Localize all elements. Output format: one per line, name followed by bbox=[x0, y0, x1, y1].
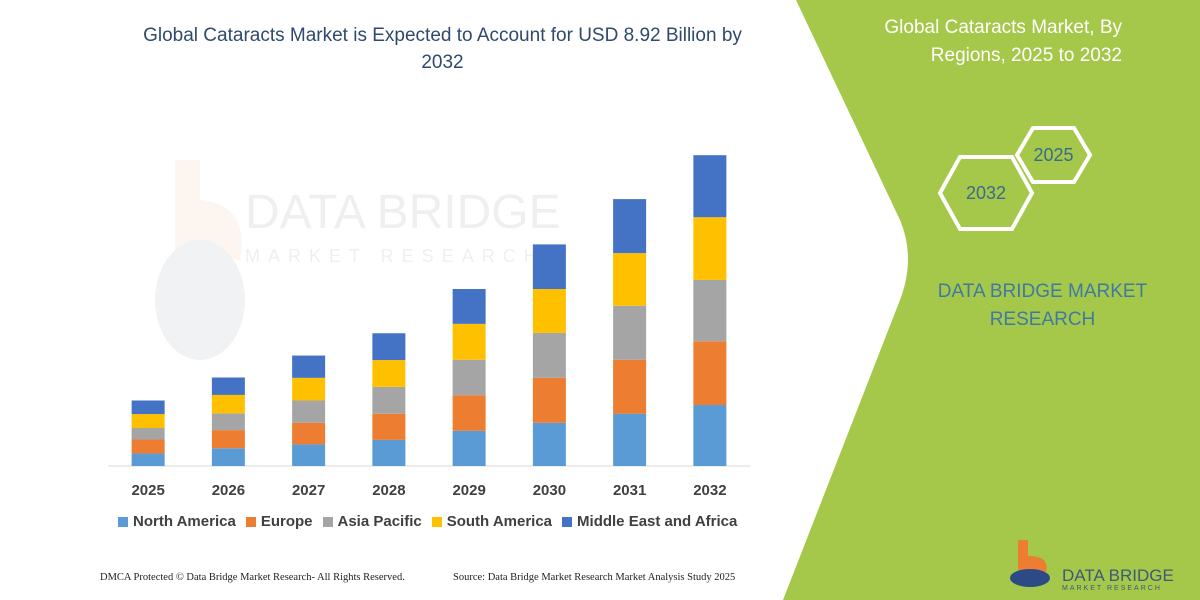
legend-label: Middle East and Africa bbox=[577, 513, 738, 530]
bar-segment-2030-middle-east-and-africa bbox=[532, 244, 566, 290]
legend-item: Middle East and Africa bbox=[562, 513, 737, 530]
legend-label: North America bbox=[133, 513, 236, 530]
bar-segment-2025-north-america bbox=[131, 453, 165, 466]
footer-logo-subtext: MARKET RESEARCH bbox=[1062, 585, 1162, 592]
bar-segment-2028-europe bbox=[372, 413, 406, 440]
bar-segment-2028-south-america bbox=[372, 360, 406, 387]
bar-segment-2031-north-america bbox=[613, 413, 647, 466]
legend-label: Asia Pacific bbox=[337, 513, 422, 530]
bar-segment-2032-europe bbox=[693, 341, 727, 406]
bar-segment-2029-north-america bbox=[452, 430, 486, 466]
bar-segment-2027-europe bbox=[292, 422, 326, 445]
svg-text:DATA BRIDGE: DATA BRIDGE bbox=[245, 186, 561, 239]
green-side-panel bbox=[783, 0, 1200, 600]
watermark-logo: DATA BRIDGE MARKET RESEARCH bbox=[155, 160, 561, 360]
bar-segment-2026-south-america bbox=[211, 394, 245, 414]
bar-segment-2032-middle-east-and-africa bbox=[693, 155, 727, 218]
bar-segment-2027-north-america bbox=[292, 444, 326, 466]
brand-text: DATA BRIDGE MARKET RESEARCH bbox=[937, 281, 1148, 330]
bar-segment-2029-south-america bbox=[452, 323, 486, 360]
bar-segment-2029-middle-east-and-africa bbox=[452, 289, 486, 324]
bar-segment-2030-asia-pacific bbox=[532, 332, 566, 378]
legend-swatch bbox=[245, 516, 256, 527]
bar-segment-2029-asia-pacific bbox=[452, 359, 486, 396]
hex-badge-2032-shape bbox=[937, 155, 1035, 231]
legend-item: Asia Pacific bbox=[322, 513, 422, 530]
bar-segment-2031-south-america bbox=[613, 253, 647, 306]
bar-segment-2025-middle-east-and-africa bbox=[131, 400, 165, 415]
bar-segment-2025-south-america bbox=[131, 414, 165, 429]
bar-segment-2026-north-america bbox=[211, 448, 245, 466]
legend-swatch bbox=[431, 516, 442, 527]
bar-segment-2029-europe bbox=[452, 395, 486, 431]
legend-label: South America bbox=[446, 513, 553, 530]
hex-badges bbox=[937, 126, 1093, 231]
legend-swatch bbox=[562, 516, 573, 527]
bar-segment-2028-asia-pacific bbox=[372, 386, 406, 414]
chart-title: Global Cataracts Market is Expected to A… bbox=[143, 25, 742, 73]
legend-item: Europe bbox=[245, 513, 313, 530]
bar-segment-2030-north-america bbox=[532, 422, 566, 466]
x-tick-label: 2031 bbox=[613, 482, 646, 499]
footer-logo-icon bbox=[1010, 540, 1050, 587]
hex-badge-2025-shape bbox=[1014, 126, 1093, 184]
stacked-bar-chart: 2025 2026 2027 2028 2029 2030 2031 2032 bbox=[108, 155, 750, 499]
bar-segment-2028-north-america bbox=[372, 439, 406, 466]
bar-segment-2027-south-america bbox=[292, 377, 326, 401]
bar-segment-2031-middle-east-and-africa bbox=[613, 199, 647, 254]
bar-segment-2027-asia-pacific bbox=[292, 400, 326, 423]
x-tick-label: 2028 bbox=[372, 482, 405, 499]
x-tick-label: 2025 bbox=[131, 482, 164, 499]
bar-segment-2026-europe bbox=[211, 430, 245, 449]
bar-segment-2028-middle-east-and-africa bbox=[372, 333, 406, 361]
bar-segment-2026-middle-east-and-africa bbox=[211, 377, 245, 395]
x-tick-label: 2027 bbox=[292, 482, 325, 499]
bar-segment-2032-asia-pacific bbox=[693, 279, 727, 342]
legend-item: North America bbox=[118, 513, 236, 530]
x-tick-label: 2029 bbox=[452, 482, 485, 499]
side-panel-title: Global Cataracts Market, By Regions, 202… bbox=[884, 17, 1122, 66]
bar-segment-2030-south-america bbox=[532, 289, 566, 333]
legend-label: Europe bbox=[260, 513, 313, 530]
legend-item: South America bbox=[431, 513, 553, 530]
bar-segment-2030-europe bbox=[532, 377, 566, 423]
x-tick-label: 2026 bbox=[212, 482, 245, 499]
bar-segment-2032-south-america bbox=[693, 217, 727, 280]
bar-segment-2027-middle-east-and-africa bbox=[292, 355, 326, 378]
bar-segment-2031-asia-pacific bbox=[613, 305, 647, 360]
footer-logo-text: DATA BRIDGE bbox=[1062, 566, 1174, 585]
chart-legend: North America Europe Asia Pacific South Ame… bbox=[118, 513, 737, 530]
bar-segment-2026-asia-pacific bbox=[211, 413, 245, 431]
footer-source: Source: Data Bridge Market Research Mark… bbox=[453, 572, 736, 583]
bar-segment-2025-europe bbox=[131, 439, 165, 454]
bar-segment-2031-europe bbox=[613, 359, 647, 414]
x-tick-label: 2030 bbox=[533, 482, 566, 499]
bar-segment-2032-north-america bbox=[693, 405, 727, 466]
hex-badge-2025: 2025 bbox=[1033, 145, 1074, 165]
footer-copyright: DMCA Protected © Data Bridge Market Rese… bbox=[100, 572, 405, 583]
legend-swatch bbox=[118, 516, 128, 527]
x-tick-label: 2032 bbox=[693, 482, 726, 499]
bar-segment-2025-asia-pacific bbox=[131, 428, 165, 440]
svg-text:MARKET RESEARCH: MARKET RESEARCH bbox=[245, 246, 545, 266]
legend-swatch bbox=[322, 516, 333, 527]
hex-badge-2032: 2032 bbox=[965, 183, 1007, 203]
